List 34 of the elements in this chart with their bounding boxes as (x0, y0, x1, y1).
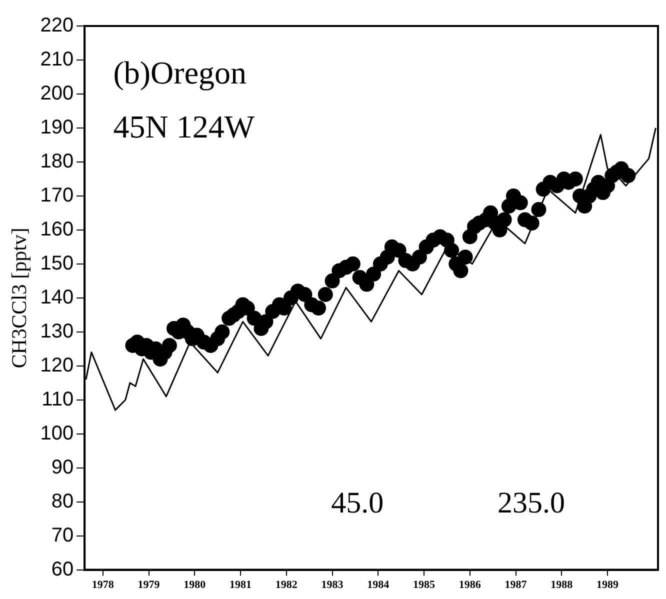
annotation: (b)Oregon (113, 54, 247, 90)
annotation: 235.0 (497, 486, 565, 520)
x-tick-label: 1979 (138, 579, 160, 592)
y-tick-label: 90 (51, 456, 74, 478)
y-tick-label: 80 (51, 490, 74, 512)
y-tick-label: 60 (51, 558, 74, 580)
y-tick-label: 100 (40, 422, 74, 444)
y-tick-label: 190 (40, 116, 74, 138)
x-tick-label: 1984 (367, 579, 390, 592)
y-tick-label: 160 (40, 218, 74, 240)
x-tick-label: 1987 (504, 579, 528, 592)
x-tick-label: 1982 (275, 579, 298, 592)
y-tick-label: 120 (40, 354, 74, 376)
y-tick-label: 180 (40, 150, 74, 172)
x-tick-label: 1989 (596, 579, 620, 592)
x-tick-label: 1980 (184, 579, 206, 592)
annotation: 45.0 (331, 486, 384, 520)
x-tick-label: 1981 (230, 579, 252, 592)
y-tick-label: 170 (40, 184, 74, 206)
annotation: 45N 124W (113, 108, 256, 145)
y-tick-label: 210 (40, 48, 74, 71)
y-tick-label: 150 (40, 252, 74, 274)
y-axis-title: CH3CCl3 [pptv] (7, 228, 32, 368)
y-tick-label: 220 (40, 14, 74, 37)
x-tick-label: 1983 (321, 579, 344, 592)
y-tick-label: 110 (42, 388, 74, 410)
y-tick-label: 130 (40, 320, 74, 342)
y-tick-label: 140 (40, 286, 74, 308)
x-tick-label: 1988 (550, 579, 574, 592)
x-tick-label: 1978 (92, 579, 114, 592)
y-tick-label: 200 (40, 82, 74, 104)
x-tick-label: 1986 (458, 579, 482, 592)
y-tick-label: 70 (51, 524, 74, 546)
x-tick-label: 1985 (413, 579, 436, 592)
